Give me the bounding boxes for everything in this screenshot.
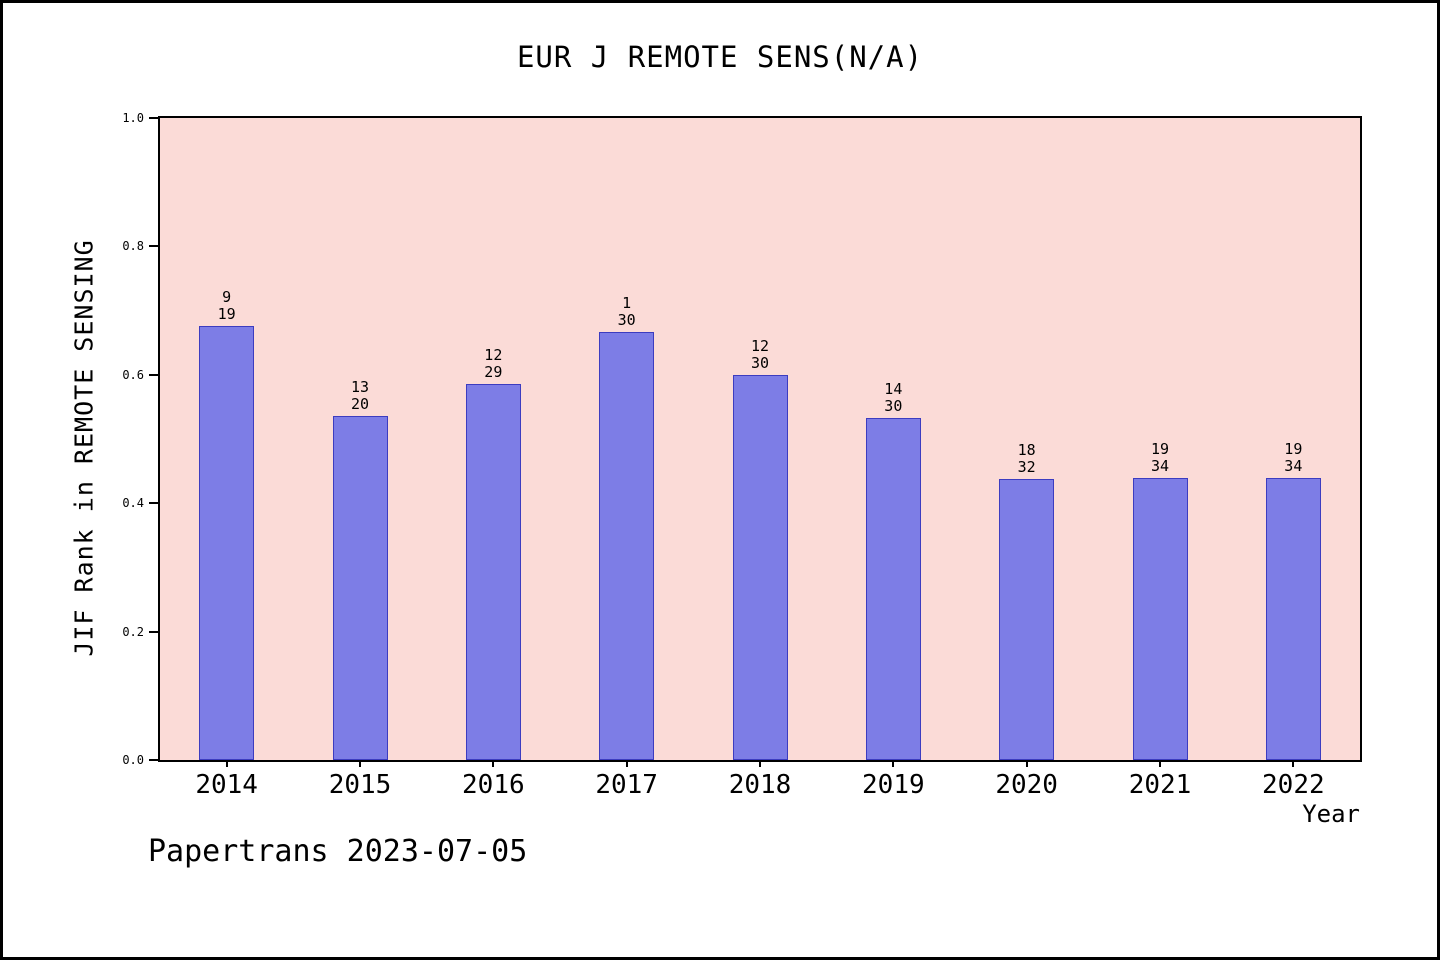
y-tick-label-0.6: 0.6 [122,367,144,382]
footer-watermark: Papertrans 2023-07-05 [148,834,528,869]
x-tick-label-2021: 2021 [1128,770,1192,800]
x-tick-label-2019: 2019 [862,770,925,800]
x-tick-2022 [1292,760,1295,767]
x-tick-2020 [1025,760,1028,767]
plot-area: 9 19 13 20 12 29 1 30 12 30 14 30 18 32 19 34 19 34 [158,116,1362,762]
x-tick-label-2022: 2022 [1262,770,1325,800]
y-tick-label-0.0: 0.0 [122,753,144,767]
bar-2019 [865,418,921,760]
bar-label-total: 32 [1017,458,1036,476]
x-tick-2014 [225,760,228,767]
y-tick-label-0.4: 0.4 [122,496,144,511]
bar-label-total: 19 [217,305,236,323]
x-tick-label-2016: 2016 [462,770,525,800]
bar-label-rank: 12 [750,337,770,355]
bar-2021 [1132,478,1188,760]
y-tick-label-0.8: 0.8 [122,239,144,254]
y-tick-1.0 [149,117,158,119]
bar-value-label-2015: 13 20 [320,379,400,413]
bar-2015 [332,416,388,760]
bar-label-rank: 13 [350,378,370,396]
y-tick-label-0.2: 0.2 [122,624,144,639]
bar-2014 [199,326,255,760]
x-tick-label-2018: 2018 [728,770,792,800]
bar-value-label-2014: 9 19 [187,289,267,323]
bar-label-total: 30 [884,397,903,415]
x-tick-2019 [892,760,895,767]
bar-label-rank: 14 [884,380,903,398]
x-tick-label-2014: 2014 [195,770,258,800]
bar-label-rank: 19 [1284,440,1303,458]
y-tick-0.4 [149,502,158,505]
bar-label-total: 30 [750,354,770,372]
x-axis-label: Year [1302,800,1360,828]
bar-value-label-2021: 19 34 [1120,441,1200,475]
bar-label-total: 20 [350,395,370,413]
x-tick-label-2017: 2017 [595,770,658,800]
y-axis-label: JIF Rank in REMOTE SENSING [69,239,99,657]
y-tick-0.0 [149,759,158,761]
y-tick-0.6 [149,373,158,376]
x-tick-2018 [759,760,761,767]
bar-2018 [732,375,788,760]
bar-value-label-2017: 1 30 [587,295,667,329]
bar-value-label-2020: 18 32 [987,442,1067,476]
x-tick-2015 [359,760,361,767]
bar-label-rank: 12 [484,346,503,364]
x-tick-2017 [625,760,628,767]
bar-label-total: 34 [1284,457,1303,475]
bar-2017 [599,332,655,760]
x-tick-2021 [1159,760,1161,767]
chart-title: EUR J REMOTE SENS(N/A) [516,40,924,74]
x-tick-2016 [492,760,495,767]
bar-label-rank: 18 [1017,441,1036,459]
bar-label-rank: 1 [622,294,632,312]
bar-label-total: 29 [484,363,503,381]
bar-2022 [1265,478,1321,760]
bar-label-total: 34 [1150,457,1170,475]
bar-2020 [999,479,1055,760]
bar-value-label-2019: 14 30 [853,381,933,415]
bar-label-total: 30 [617,311,636,329]
bar-value-label-2016: 12 29 [453,347,533,381]
x-tick-label-2015: 2015 [328,770,392,800]
y-tick-0.2 [149,630,158,633]
bar-label-rank: 19 [1150,440,1170,458]
y-tick-0.8 [149,245,158,248]
bar-value-label-2018: 12 30 [720,338,800,372]
y-tick-label-1.0: 1.0 [122,111,144,125]
x-tick-label-2020: 2020 [995,770,1058,800]
bar-2016 [465,384,521,760]
bar-value-label-2022: 19 34 [1253,441,1333,475]
bar-label-rank: 9 [222,288,232,306]
